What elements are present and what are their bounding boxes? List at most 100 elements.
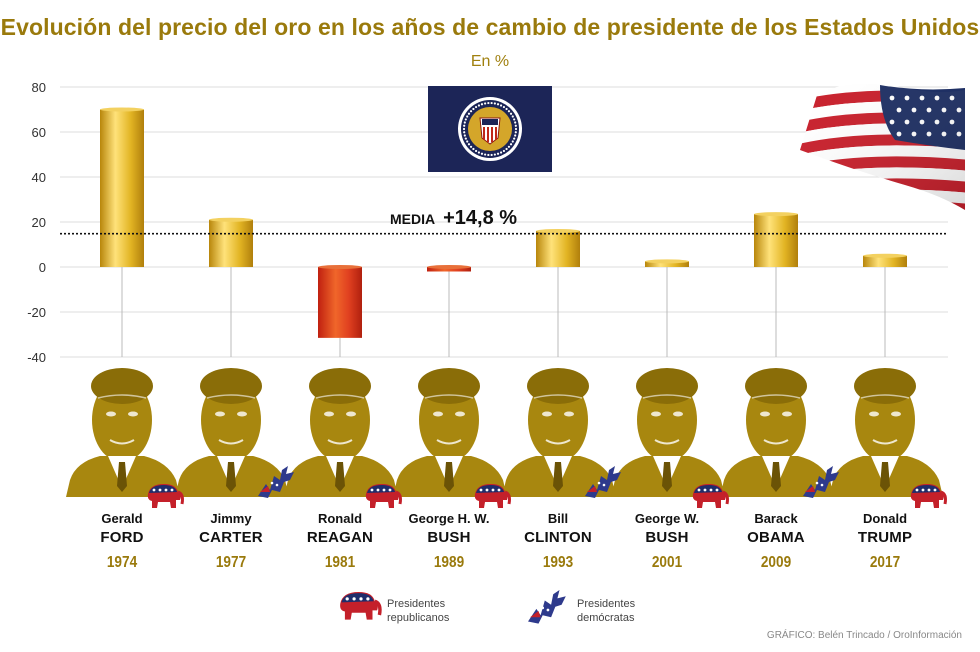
president-portrait: [611, 368, 725, 497]
president-portrait: [66, 368, 180, 497]
seal-star: [514, 124, 517, 127]
seal-star: [513, 137, 516, 140]
bar: [536, 231, 580, 267]
y-tick-label: 80: [32, 80, 46, 95]
seal-star: [505, 107, 508, 111]
president-last-name: FORD: [100, 529, 144, 546]
seal-star: [484, 102, 487, 105]
x-category-label: 2017: [869, 554, 901, 571]
president-first-name: Ronald: [317, 511, 363, 526]
seal-star: [514, 127, 518, 131]
chart-title: Evolución del precio del oro en los años…: [0, 14, 980, 40]
seal-star: [499, 151, 503, 154]
seal-star: [509, 112, 513, 115]
bar: [100, 109, 144, 267]
y-tick-label: -20: [27, 305, 46, 320]
bar-stems: [121, 267, 886, 357]
mean-label: MEDIA +14,8 %: [390, 207, 517, 230]
president-first-name: George H. W.: [408, 511, 490, 526]
seal-star: [463, 134, 466, 137]
bar-cap: [863, 253, 907, 258]
credit: GRÁFICO: Belén Trincado / OroInformación: [766, 630, 962, 641]
legend-democrat-label: Presidentes demócratas: [577, 598, 636, 624]
mean-value: +14,8 %: [443, 207, 518, 229]
x-category-label: 1989: [433, 554, 465, 571]
seal-star: [487, 101, 490, 105]
president-label: George W. BUSH 2001: [607, 510, 727, 572]
party-icons: [147, 466, 947, 508]
bar: [863, 255, 907, 267]
seal-star: [505, 147, 508, 151]
president-last-name: CLINTON: [524, 529, 592, 546]
president-portrait: [502, 368, 616, 497]
y-tick-label: 40: [32, 170, 46, 185]
seal-star: [507, 110, 511, 113]
seal-star: [514, 121, 517, 124]
bar-cap: [536, 229, 580, 233]
seal-star: [474, 149, 478, 153]
president-first-name: Gerald: [101, 511, 143, 526]
seal-star: [467, 143, 471, 146]
y-tick-label: -40: [27, 350, 46, 365]
republican-elephant-icon: [474, 484, 511, 508]
republican-elephant-icon: [147, 484, 184, 508]
seal-star: [493, 102, 496, 105]
president-last-name: OBAMA: [747, 529, 805, 546]
x-category-label: 1977: [215, 554, 247, 571]
bar: [645, 261, 689, 267]
seal-star: [477, 151, 481, 154]
seal-star: [477, 104, 481, 107]
bar-cap: [754, 212, 798, 217]
chart-subtitle: En %: [470, 53, 510, 70]
seal-star: [511, 115, 514, 118]
president-label: Gerald FORD 1974: [62, 510, 182, 572]
republican-elephant-icon: [910, 484, 947, 508]
bar-cap: [100, 107, 144, 112]
seal-star: [463, 124, 466, 127]
seal-star: [509, 143, 513, 146]
seal-star: [466, 140, 469, 143]
seal-star: [514, 134, 517, 137]
bars: [100, 107, 907, 338]
republican-elephant-icon: [365, 484, 402, 508]
seal-star: [462, 127, 466, 131]
president-first-name: George W.: [634, 511, 700, 526]
president-label: George H. W. BUSH 1989: [389, 510, 509, 572]
bar: [209, 219, 253, 267]
seal-star: [514, 131, 517, 134]
x-category-label: 2009: [760, 554, 792, 571]
democrat-donkey-icon: [258, 466, 294, 498]
y-tick-label: 60: [32, 125, 46, 140]
seal-star: [496, 103, 500, 106]
seal-star: [474, 105, 478, 109]
seal-star: [469, 110, 473, 113]
y-tick-label: 0: [39, 260, 46, 275]
x-category-label: 1974: [106, 554, 138, 571]
bar-cap: [645, 259, 689, 264]
bar: [318, 267, 362, 338]
y-tick-labels: 80 60 40 20 0 -20 -40: [27, 80, 46, 365]
seal-star: [466, 115, 469, 118]
y-tick-label: 20: [32, 215, 46, 230]
seal-star: [463, 121, 466, 124]
president-portrait: [829, 368, 943, 497]
seal-star: [502, 105, 506, 109]
president-portrait: [284, 368, 398, 497]
president-label: Bill CLINTON 1993: [498, 510, 618, 572]
seal-star: [469, 145, 473, 148]
president-last-name: REAGAN: [306, 529, 374, 546]
legend-republican-label: Presidentes republicanos: [387, 598, 450, 624]
seal-star: [464, 137, 467, 140]
seal-star: [463, 131, 466, 134]
president-first-name: Jimmy: [210, 511, 252, 526]
president-last-name: TRUMP: [857, 529, 913, 546]
president-last-name: CARTER: [199, 529, 263, 546]
seal-star: [493, 153, 496, 156]
seal-star: [507, 145, 511, 148]
mean-label-text: MEDIA: [390, 211, 436, 227]
seal-star: [502, 149, 506, 153]
us-flag-icon: [800, 83, 965, 210]
portrait-strip: [66, 368, 943, 497]
president-last-name: BUSH: [427, 529, 471, 546]
